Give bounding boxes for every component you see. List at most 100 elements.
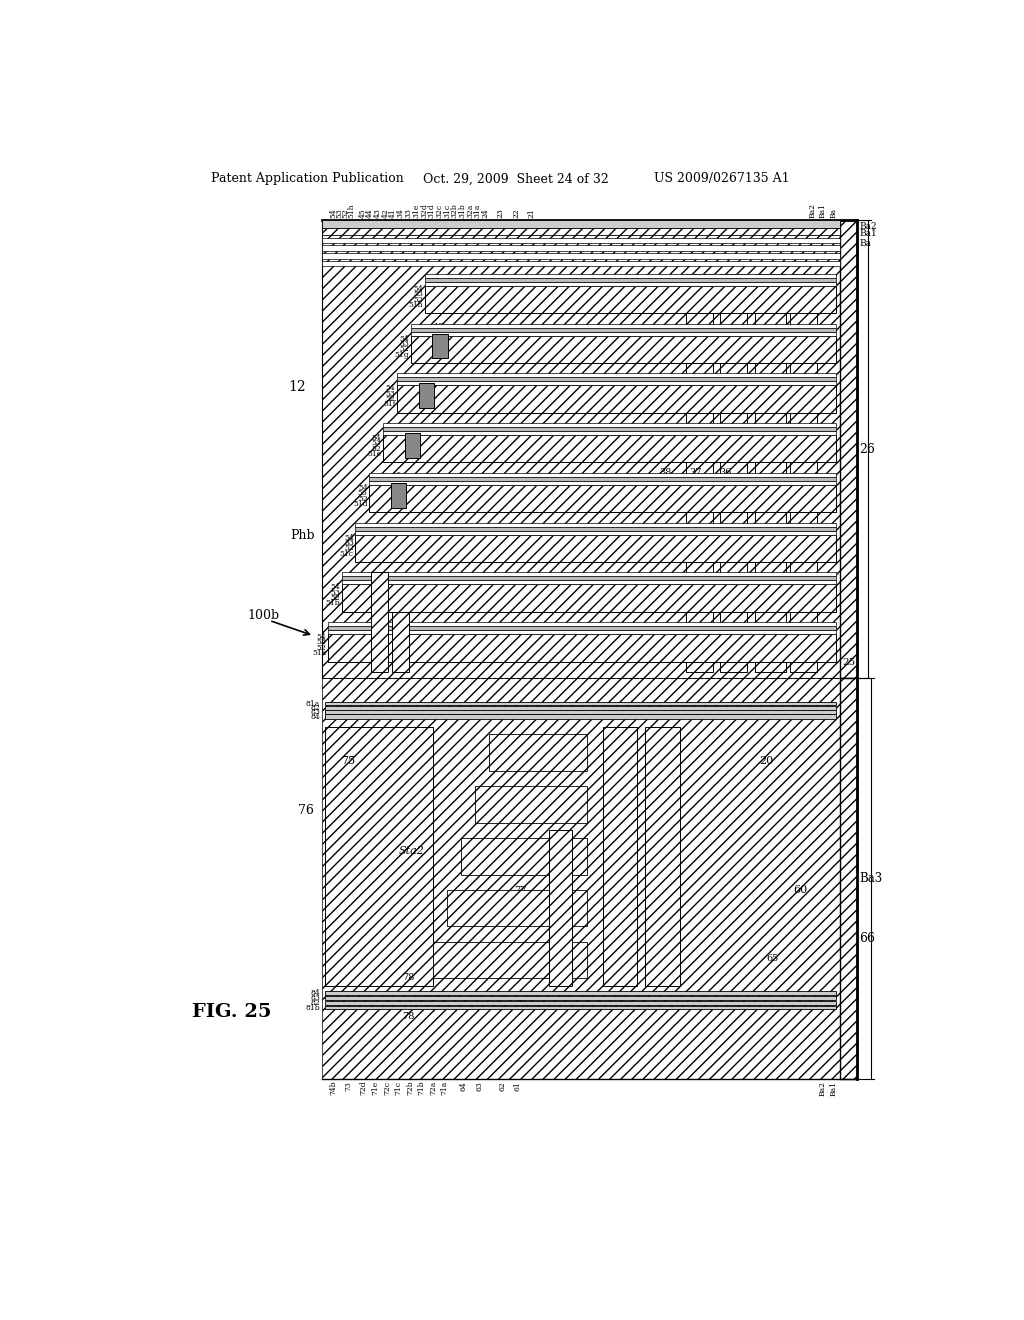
Bar: [355, 531, 836, 535]
Text: 73: 73: [344, 1081, 352, 1090]
Text: Ba: Ba: [859, 239, 871, 248]
Text: 40: 40: [391, 473, 402, 482]
Text: 71a: 71a: [440, 1081, 449, 1096]
Text: 26: 26: [859, 442, 874, 455]
Text: 53: 53: [316, 639, 326, 647]
Text: 82: 82: [310, 999, 319, 1007]
Text: 32d: 32d: [420, 203, 428, 218]
Bar: [425, 286, 836, 313]
Bar: [447, 890, 587, 927]
Text: 54: 54: [372, 434, 382, 442]
Text: 44: 44: [366, 209, 374, 218]
Text: 82: 82: [310, 704, 319, 711]
Text: 54: 54: [414, 285, 423, 293]
Bar: [755, 275, 785, 672]
Bar: [328, 622, 836, 626]
Text: 52: 52: [372, 445, 382, 453]
Text: 30: 30: [392, 639, 406, 648]
Bar: [840, 678, 857, 1078]
Text: 22: 22: [512, 209, 520, 218]
Text: 72b: 72b: [407, 1081, 414, 1096]
Text: Ba1: Ba1: [829, 1081, 838, 1096]
Text: 72a: 72a: [429, 1081, 437, 1096]
Bar: [322, 253, 840, 259]
Bar: [328, 634, 836, 661]
Text: 54: 54: [331, 583, 340, 591]
Text: 52: 52: [399, 346, 410, 354]
Bar: [411, 323, 836, 327]
Bar: [342, 573, 836, 577]
Text: US 2009/0267135 A1: US 2009/0267135 A1: [654, 173, 790, 185]
Text: 53: 53: [399, 339, 410, 348]
Bar: [370, 477, 836, 480]
Text: 53: 53: [386, 389, 395, 397]
Text: 62: 62: [499, 1081, 507, 1090]
Bar: [720, 275, 748, 672]
Bar: [411, 327, 836, 331]
Bar: [404, 433, 420, 458]
Text: 74b: 74b: [329, 1081, 337, 1096]
Bar: [602, 726, 637, 986]
Bar: [322, 227, 840, 235]
Text: 42: 42: [381, 209, 389, 218]
Text: 65: 65: [767, 954, 779, 964]
Text: 51h: 51h: [409, 301, 423, 309]
Bar: [391, 483, 407, 508]
Bar: [383, 424, 836, 428]
Bar: [326, 1006, 836, 1010]
Text: Sta2: Sta2: [398, 846, 424, 857]
Bar: [326, 702, 836, 705]
Text: 70b: 70b: [549, 808, 567, 817]
Text: Ba2: Ba2: [819, 1081, 826, 1096]
Bar: [383, 428, 836, 432]
Bar: [322, 220, 840, 678]
Text: 32b: 32b: [451, 203, 459, 218]
Text: 48: 48: [432, 323, 443, 333]
Text: 33: 33: [404, 207, 413, 218]
Bar: [411, 331, 836, 335]
Bar: [326, 726, 433, 986]
Text: 54: 54: [344, 533, 354, 541]
Text: 12: 12: [289, 380, 306, 395]
Text: 64: 64: [460, 1081, 468, 1090]
Text: 71b: 71b: [418, 1081, 426, 1096]
Text: 23: 23: [497, 207, 505, 218]
Bar: [419, 383, 434, 408]
Bar: [488, 734, 587, 771]
Text: 53: 53: [372, 440, 382, 447]
Text: 34: 34: [397, 207, 404, 218]
Bar: [461, 838, 587, 875]
Text: 75: 75: [341, 755, 355, 766]
Text: 60: 60: [794, 886, 808, 895]
Bar: [342, 581, 836, 585]
Text: 28: 28: [757, 444, 769, 453]
Text: FIG. 25: FIG. 25: [193, 1003, 271, 1020]
Text: 41: 41: [389, 209, 397, 218]
Text: Oct. 29, 2009  Sheet 24 of 32: Oct. 29, 2009 Sheet 24 of 32: [423, 173, 609, 185]
Text: Ba2: Ba2: [809, 203, 817, 218]
Text: 52: 52: [386, 395, 395, 403]
Bar: [790, 275, 816, 672]
Bar: [383, 436, 836, 462]
Text: Ar1: Ar1: [425, 710, 443, 719]
Text: 83: 83: [310, 709, 319, 717]
Text: Ar1: Ar1: [425, 991, 443, 1001]
Bar: [355, 527, 836, 531]
Bar: [326, 997, 836, 1001]
Text: 43: 43: [374, 207, 382, 218]
Text: 71c: 71c: [394, 1081, 402, 1094]
Text: 83: 83: [310, 994, 319, 1002]
Text: 31b: 31b: [459, 203, 466, 218]
Text: 53: 53: [335, 207, 343, 218]
Text: Ba1: Ba1: [859, 230, 877, 239]
Text: 35: 35: [371, 623, 384, 632]
Bar: [397, 385, 836, 413]
Bar: [475, 787, 587, 822]
Text: Patent Application Publication: Patent Application Publication: [211, 173, 404, 185]
Text: 51g: 51g: [394, 351, 410, 359]
Bar: [326, 1001, 836, 1005]
Bar: [840, 220, 857, 678]
Text: 77: 77: [514, 1001, 526, 1010]
Text: Ba3: Ba3: [859, 871, 883, 884]
Bar: [326, 710, 836, 714]
